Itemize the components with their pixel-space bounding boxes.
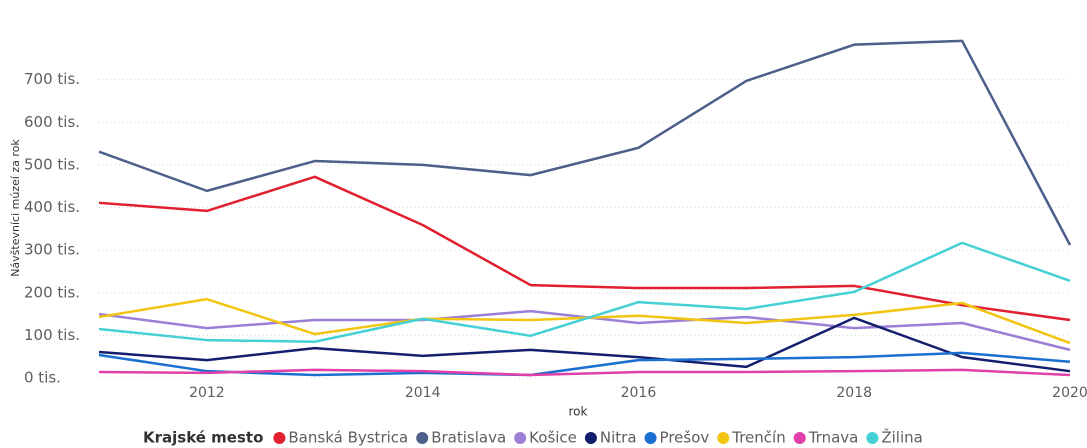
y-axis-label: Návštevníci múzeí za rok <box>9 139 22 277</box>
series-line <box>98 297 1071 345</box>
legend-label: Nitra <box>600 429 637 447</box>
x-tick-label: 2012 <box>189 385 225 401</box>
legend-label: Bratislava <box>431 429 506 447</box>
y-tick-label: 700 tis. <box>24 70 80 88</box>
y-tick-label: 200 tis. <box>24 283 80 301</box>
x-tick-label: 2016 <box>621 385 657 401</box>
series-line <box>98 39 1072 246</box>
y-tick-label: 600 tis. <box>24 113 80 131</box>
legend-marker <box>273 432 286 444</box>
x-axis-label: rok <box>569 405 588 419</box>
legend-marker <box>416 432 429 444</box>
legend-label: Žilina <box>881 428 922 447</box>
legend-marker <box>644 432 657 444</box>
y-tick-label: 300 tis. <box>24 241 80 259</box>
legend-marker <box>866 432 879 444</box>
legend-title: Krajské mesto <box>143 429 263 447</box>
legend-label: Prešov <box>660 429 710 447</box>
y-tick-label: 0 tis. <box>24 369 61 387</box>
legend-label: Trnava <box>808 429 859 447</box>
series-line <box>98 175 1071 322</box>
x-tick-label: 2018 <box>836 385 872 401</box>
series-line <box>98 351 1071 377</box>
legend-marker <box>793 432 806 444</box>
legend-marker <box>717 432 730 444</box>
legend-label: Banská Bystrica <box>288 429 408 447</box>
series-line <box>98 316 1071 373</box>
series-line <box>98 241 1071 344</box>
series-line <box>98 368 1071 377</box>
y-tick-label: 100 tis. <box>24 326 80 344</box>
legend-marker <box>514 432 527 444</box>
x-tick-label: 2020 <box>1052 385 1087 401</box>
y-tick-label: 500 tis. <box>24 155 80 173</box>
y-tick-label: 400 tis. <box>24 198 80 216</box>
legend-label: Trenčín <box>731 429 785 447</box>
legend-label: Košice <box>529 429 577 447</box>
x-tick-label: 2014 <box>405 385 441 401</box>
legend-marker <box>584 432 597 444</box>
